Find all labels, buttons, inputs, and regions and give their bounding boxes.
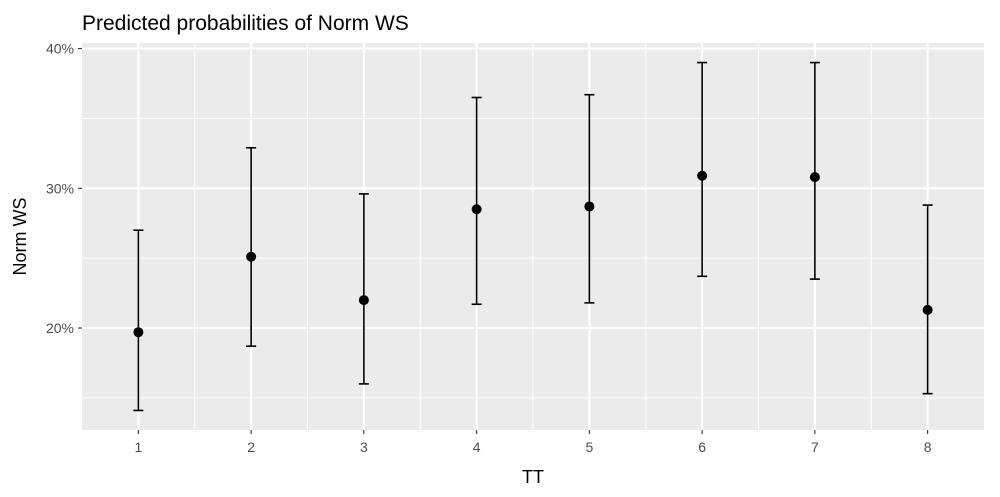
data-point	[809, 172, 820, 183]
chart-title: Predicted probabilities of Norm WS	[82, 12, 409, 35]
x-tick-label: 3	[360, 439, 368, 455]
data-point	[922, 304, 933, 315]
data-point	[471, 204, 482, 215]
x-tick-label: 1	[134, 439, 142, 455]
axis-ticks	[78, 48, 929, 434]
y-axis-title: Norm WS	[10, 198, 30, 276]
x-tick-label: 7	[811, 439, 819, 455]
y-tick-label: 30%	[46, 180, 74, 196]
x-axis-title: TT	[522, 467, 544, 487]
data-points	[133, 170, 933, 338]
x-tick-label: 6	[698, 439, 706, 455]
x-tick-label: 5	[585, 439, 593, 455]
error-bars	[133, 61, 933, 412]
x-tick-label: 2	[247, 439, 255, 455]
x-tick-labels: 1 2 3 4 5 6 7 8	[134, 439, 931, 455]
minor-gridlines	[82, 43, 984, 430]
data-point	[246, 251, 257, 262]
data-point	[358, 295, 369, 306]
data-point	[584, 201, 595, 212]
y-tick-label: 40%	[46, 41, 74, 57]
y-tick-labels: 20% 30% 40%	[46, 41, 74, 336]
x-tick-label: 4	[473, 439, 481, 455]
data-point	[697, 170, 708, 181]
x-tick-label: 8	[924, 439, 932, 455]
y-tick-label: 20%	[46, 320, 74, 336]
data-point	[133, 327, 144, 338]
